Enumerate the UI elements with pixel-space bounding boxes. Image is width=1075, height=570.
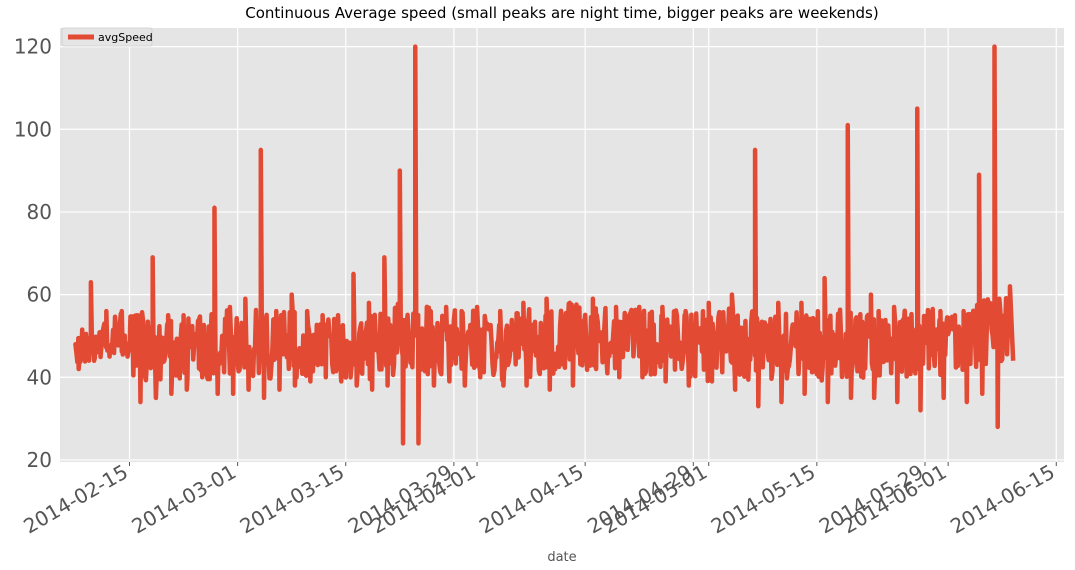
x-gridlines [128,28,1057,466]
series-layer [73,44,1016,446]
y-tick-label: 120 [14,35,52,59]
x-tick-label: 2014-05-15 [707,460,820,539]
y-tick-label: 80 [27,200,52,224]
y-tick-label: 40 [27,365,52,389]
series-line-avgspeed [73,44,1016,446]
y-tick-label: 100 [14,117,52,141]
x-axis-ticks: 2014-02-152014-03-012014-03-152014-03-29… [19,460,1058,539]
y-tick-label: 60 [27,283,52,307]
x-tick-label: 2014-04-15 [475,460,588,539]
legend-label-avgspeed: avgSpeed [98,31,153,44]
plot-area [60,28,1064,462]
x-tick-label: 2014-03-15 [236,460,349,539]
x-tick-label: 2014-06-15 [946,460,1059,539]
y-gridlines [60,45,1064,461]
x-tick-label: 2014-03-01 [127,460,240,539]
chart-title: Continuous Average speed (small peaks ar… [245,4,878,22]
y-tick-label: 20 [27,448,52,472]
x-axis-label: date [547,550,576,565]
legend: avgSpeed [61,27,153,47]
legend-box [61,27,153,47]
y-axis-ticks: 20 40 60 80 100 120 [14,35,52,472]
